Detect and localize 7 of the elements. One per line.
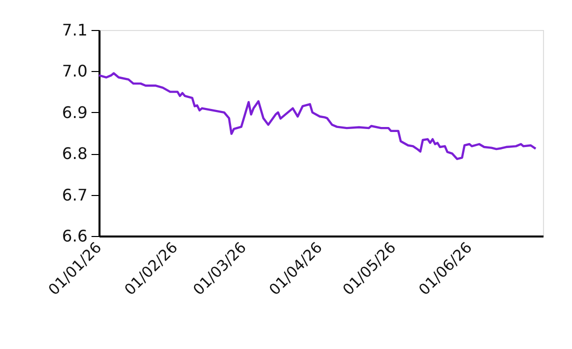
line-series: [98, 72, 537, 160]
y-tick-label: 6.9: [62, 102, 88, 122]
y-tick-label: 6.7: [62, 185, 88, 204]
y-tick-label: 7.1: [62, 20, 88, 40]
y-tick-label: 6.8: [62, 144, 88, 164]
y-tick-label: 7.0: [62, 62, 88, 81]
y-tick-label: 6.6: [62, 226, 88, 246]
